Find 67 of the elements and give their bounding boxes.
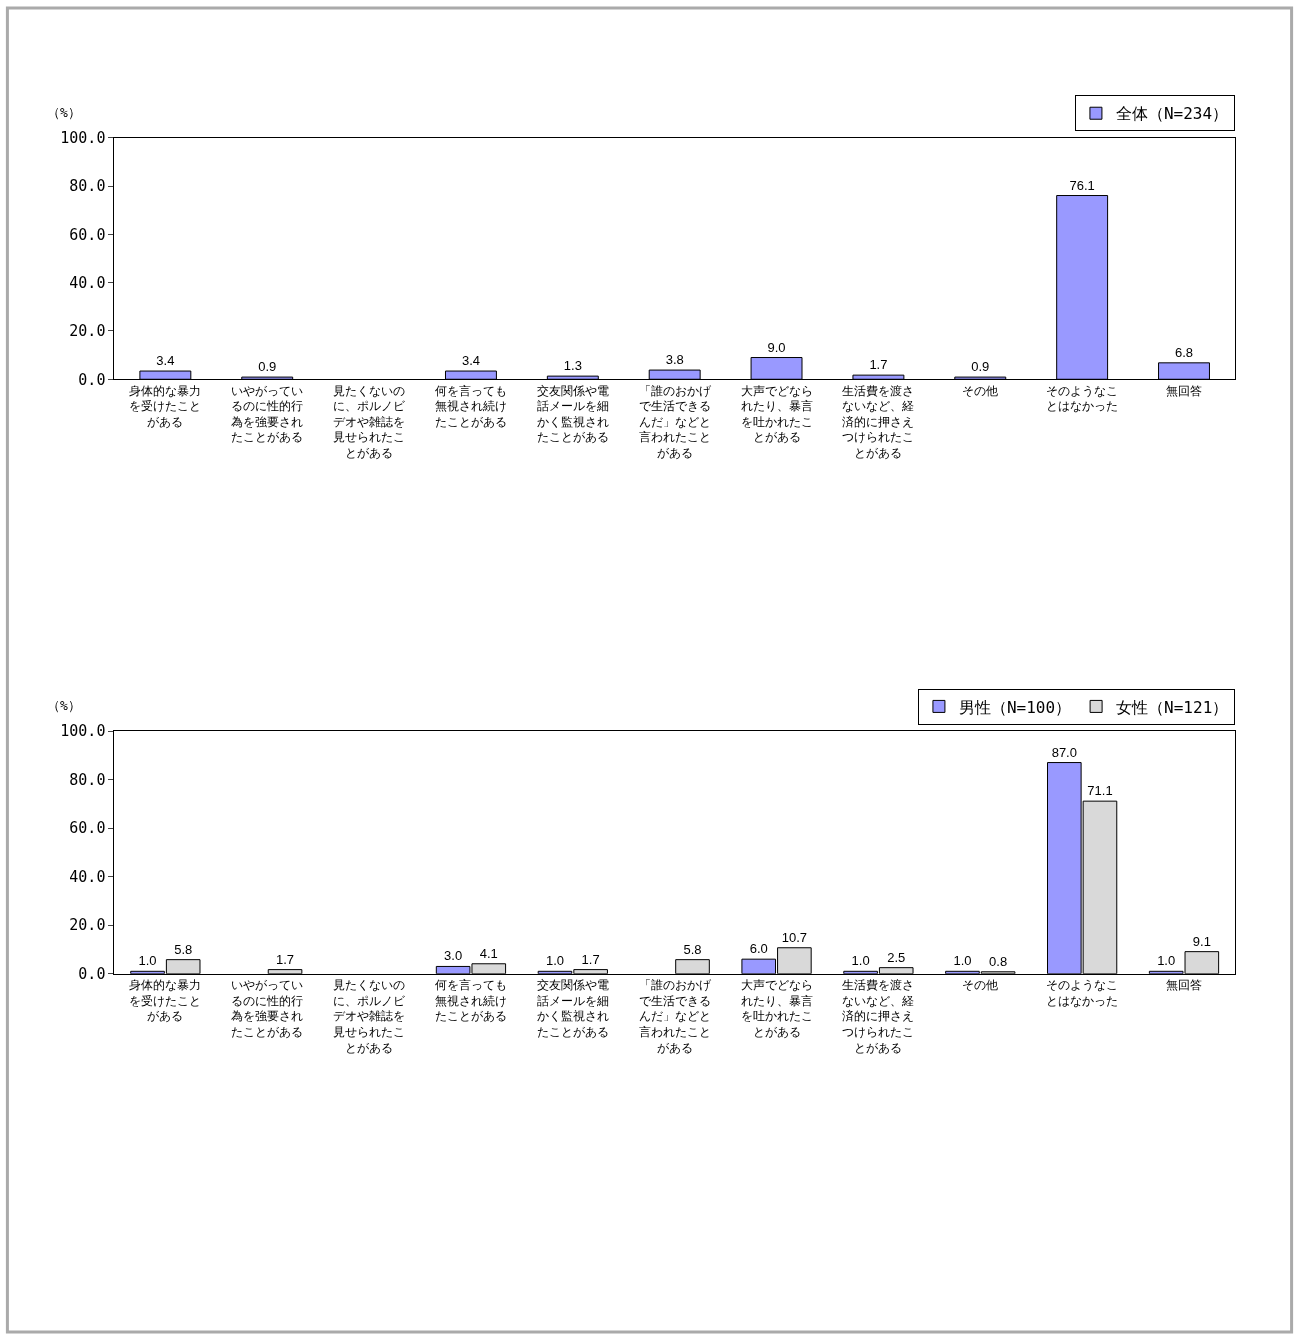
y-tick-label: 0.0 xyxy=(78,370,106,389)
data-label: 3.4 xyxy=(156,353,175,369)
x-tick-label: 「誰のおかげで生活できるんだ」などと言われたことがある xyxy=(638,978,712,1055)
y-tick-label: 100.0 xyxy=(60,129,106,148)
x-tick-label: 見たくないのに、ポルノビデオや雑誌を見せられたことがある xyxy=(333,383,407,461)
y-tick-label: 100.0 xyxy=(60,722,106,741)
x-tick-label: 大声でどなられたり、暴言を吐かれたことがある xyxy=(740,978,813,1039)
data-label: 3.8 xyxy=(665,352,684,368)
x-tick-label: いやがっているのに性的行為を強要されたことがある xyxy=(231,978,304,1039)
y-tick-label: 40.0 xyxy=(69,273,106,292)
y-axis-title: （%） xyxy=(47,105,81,120)
data-label: 87.0 xyxy=(1051,744,1077,760)
data-label: 1.0 xyxy=(953,953,972,969)
legend-label: 全体（N=234） xyxy=(1115,104,1229,124)
data-label: 1.0 xyxy=(851,953,870,969)
data-label: 76.1 xyxy=(1069,177,1095,193)
x-tick-label: 大声でどなられたり、暴言を吐かれたことがある xyxy=(740,383,813,445)
data-label: 71.1 xyxy=(1087,783,1113,799)
data-label: 1.3 xyxy=(563,358,582,374)
y-tick-label: 0.0 xyxy=(78,964,106,983)
x-tick-label: 生活費を渡さないなど、経済的に押さえつけられたことがある xyxy=(842,383,915,461)
data-label: 0.9 xyxy=(258,359,277,375)
x-tick-label: 何を言っても無視され続けたことがある xyxy=(434,978,507,1024)
data-label: 2.5 xyxy=(887,949,906,965)
x-tick-label: そのようなことはなかった xyxy=(1046,978,1119,1008)
x-tick-label: 生活費を渡さないなど、経済的に押さえつけられたことがある xyxy=(842,978,915,1055)
x-tick-label: 「誰のおかげで生活できるんだ」などと言われたことがある xyxy=(638,383,712,461)
data-label: 1.0 xyxy=(545,953,565,969)
x-tick-label: 身体的な暴力を受けたことがある xyxy=(129,383,202,429)
data-label: 4.1 xyxy=(479,945,498,961)
data-label: 5.8 xyxy=(174,941,193,957)
x-tick-label: そのようなことはなかった xyxy=(1046,383,1119,414)
y-tick-label: 20.0 xyxy=(69,322,106,341)
y-tick-label: 80.0 xyxy=(69,177,106,196)
y-axis-title: （%） xyxy=(47,698,81,713)
data-label: 1.7 xyxy=(581,951,600,967)
x-tick-label: 無回答 xyxy=(1166,978,1203,993)
data-label: 10.7 xyxy=(781,929,808,945)
data-label: 1.0 xyxy=(1157,953,1176,969)
x-tick-label: 交友関係や電話メールを細かく監視されたことがある xyxy=(536,978,609,1039)
data-label: 0.9 xyxy=(971,359,990,375)
x-tick-label: その他 xyxy=(962,978,999,993)
x-tick-label: 無回答 xyxy=(1166,383,1203,398)
data-label: 3.0 xyxy=(444,948,463,964)
x-tick-label: その他 xyxy=(962,383,999,398)
data-label: 1.0 xyxy=(138,953,157,969)
x-tick-label: 見たくないのに、ポルノビデオや雑誌を見せられたことがある xyxy=(333,978,407,1055)
data-label: 6.8 xyxy=(1174,344,1194,360)
y-tick-label: 60.0 xyxy=(69,819,106,838)
y-tick-label: 40.0 xyxy=(69,867,106,886)
data-label: 9.1 xyxy=(1192,933,1211,949)
data-label: 0.8 xyxy=(989,953,1008,969)
x-tick-label: 何を言っても無視され続けたことがある xyxy=(434,383,507,429)
y-tick-label: 20.0 xyxy=(69,916,106,935)
legend-label: 女性（N=121） xyxy=(1116,697,1229,717)
x-tick-label: 交友関係や電話メールを細かく監視されたことがある xyxy=(536,383,609,445)
data-label: 5.8 xyxy=(683,941,702,957)
y-tick-label: 60.0 xyxy=(69,225,106,244)
data-label: 6.0 xyxy=(749,941,768,957)
y-tick-label: 80.0 xyxy=(69,770,106,789)
data-label: 9.0 xyxy=(767,339,786,355)
legend-label: 男性（N=100） xyxy=(958,697,1072,717)
data-label: 1.7 xyxy=(869,357,888,373)
x-tick-label: いやがっているのに性的行為を強要されたことがある xyxy=(231,383,304,445)
data-label: 3.4 xyxy=(461,353,480,369)
x-tick-label: 身体的な暴力を受けたことがある xyxy=(129,978,202,1024)
data-label: 1.7 xyxy=(276,951,295,967)
